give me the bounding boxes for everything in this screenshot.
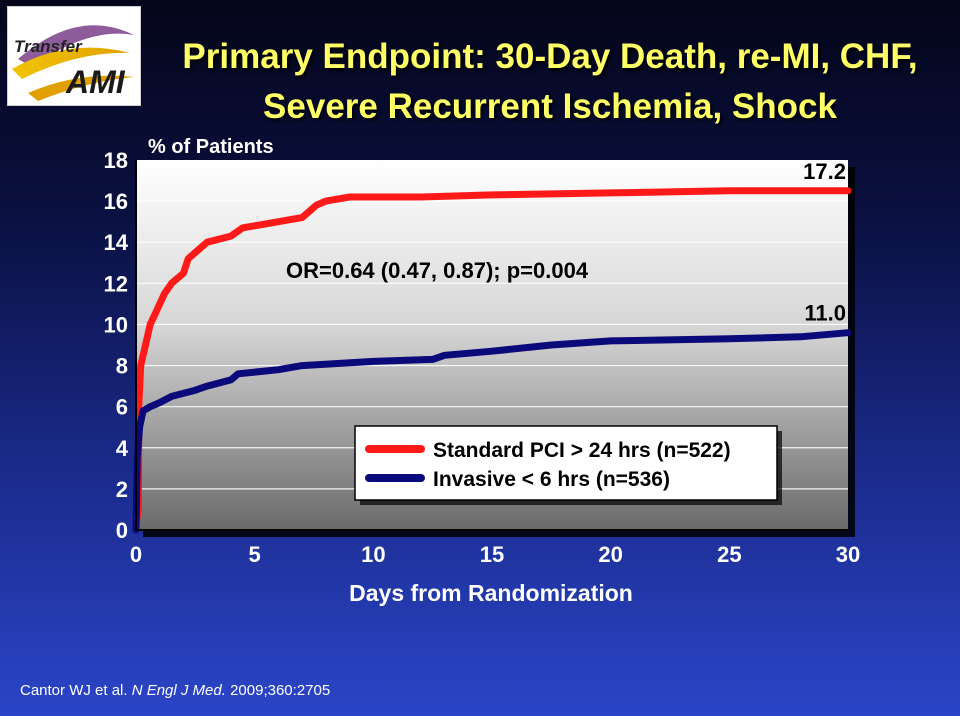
end-labels: 17.2 11.0 [803,159,846,326]
legend: Standard PCI > 24 hrs (n=522) Invasive < … [354,425,782,505]
y-tick-label: 12 [104,271,128,296]
logo-swoosh-icon: Transfer AMI [12,25,134,101]
y-tick-label: 6 [116,395,128,420]
series-line-standard-pci [132,187,852,528]
x-tick-label: 0 [130,542,142,567]
legend-box [354,425,778,501]
odds-ratio-annotation: OR=0.64 (0.47, 0.87); p=0.004 [286,258,589,283]
y-tick-label: 18 [104,148,128,173]
slide-title-line2: Severe Recurrent Ischemia, Shock [263,87,837,126]
citation-journal: N Engl J Med. [131,682,226,699]
logo-line2: AMI [65,64,126,100]
y-tick-label: 0 [116,518,128,543]
series-layer [132,187,852,534]
x-tick-label: 10 [361,542,385,567]
y-tick-label: 8 [116,354,128,379]
y-tick-label: 4 [116,436,129,461]
slide-title-line1: Primary Endpoint: 30-Day Death, re-MI, C… [182,37,918,76]
series-end-label: 11.0 [804,301,846,326]
legend-label: Standard PCI > 24 hrs (n=522) [433,439,731,462]
citation-ref: 2009;360:2705 [225,682,331,699]
y-axis-label: % of Patients [148,136,274,158]
x-tick-label: 30 [836,542,860,567]
y-tick-label: 14 [104,230,129,255]
x-tick-label: 25 [717,542,741,567]
x-tick-label: 20 [598,542,622,567]
x-tick-label: 15 [480,542,504,567]
x-tick-labels: 0 5 10 15 20 25 30 [130,542,860,567]
y-tick-label: 10 [104,312,128,337]
series-end-label: 17.2 [803,159,846,184]
y-tick-label: 2 [116,477,128,502]
x-axis-label: Days from Randomization [349,580,633,606]
axes [135,160,848,531]
legend-label: Invasive < 6 hrs (n=536) [433,468,670,491]
citation: Cantor WJ et al. N Engl J Med. 2009;360:… [20,682,330,699]
series-line-invasive [132,329,852,534]
citation-authors: Cantor WJ et al. [20,682,132,699]
y-tick-label: 16 [104,189,128,214]
transfer-ami-logo: Transfer AMI [7,6,141,106]
y-tick-labels: 0 2 4 6 8 10 12 14 16 18 [104,148,129,543]
x-tick-label: 5 [249,542,261,567]
logo-line1: Transfer [14,37,83,56]
